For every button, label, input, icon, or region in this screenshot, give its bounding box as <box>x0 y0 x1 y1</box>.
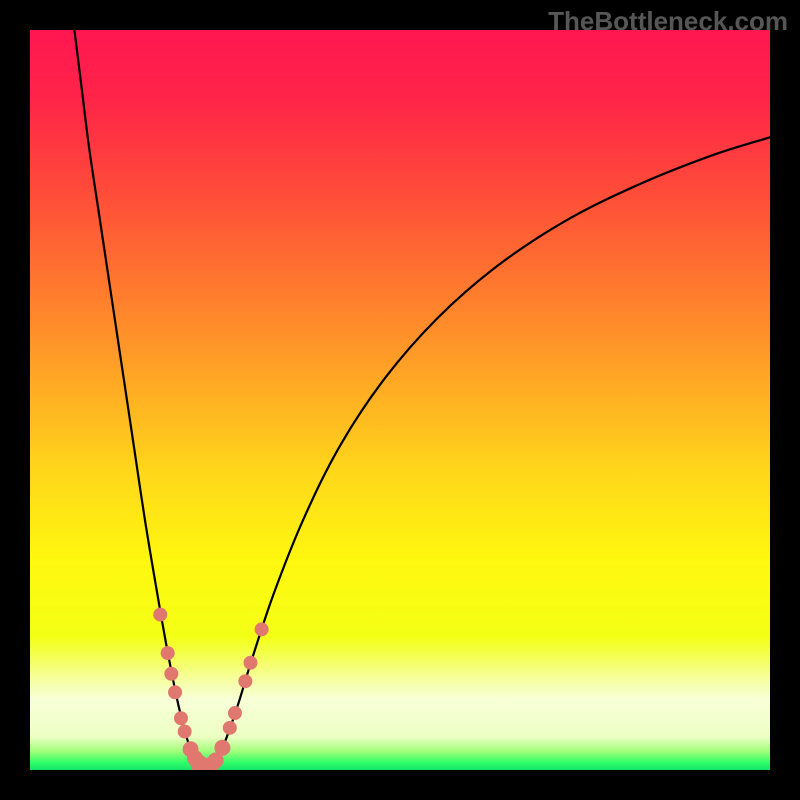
curve-marker <box>161 646 175 660</box>
watermark-text: TheBottleneck.com <box>548 6 788 37</box>
curve-marker <box>164 667 178 681</box>
curve-marker <box>174 711 188 725</box>
curve-marker <box>214 740 230 756</box>
curve-marker <box>168 685 182 699</box>
curve-marker <box>255 622 269 636</box>
curve-marker <box>238 674 252 688</box>
bottleneck-chart <box>30 30 770 770</box>
curve-marker <box>228 706 242 720</box>
curve-marker <box>153 608 167 622</box>
curve-marker <box>244 656 258 670</box>
curve-marker <box>223 721 237 735</box>
curve-marker <box>178 725 192 739</box>
gradient-background <box>30 30 770 770</box>
